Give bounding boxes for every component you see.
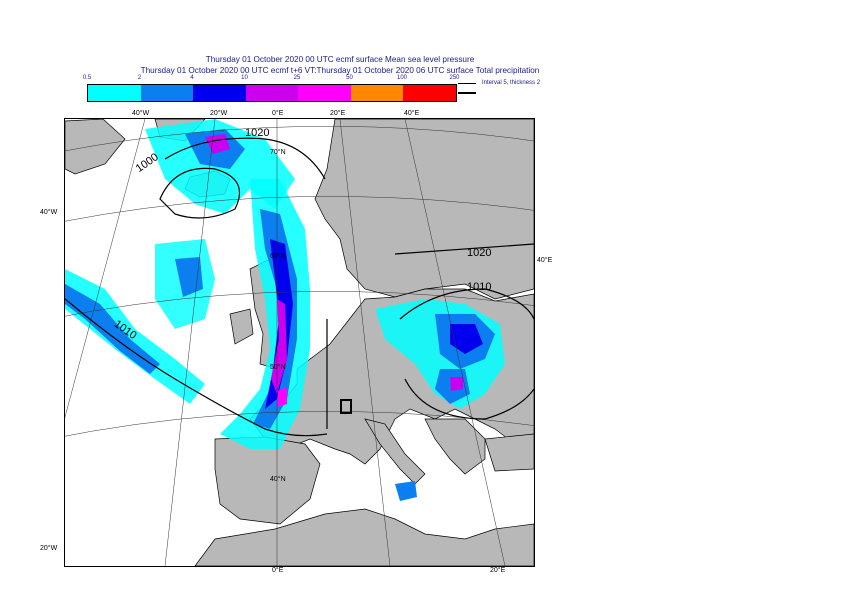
land-turkey: [484, 433, 534, 472]
isobar-label-1020-north: 1020: [245, 127, 270, 139]
isobar-1000: [159, 167, 240, 219]
legend-line-thick: [458, 92, 476, 94]
grid-bottom-20e: 20°E: [490, 567, 506, 574]
precip-atlantic-band-mod: [65, 284, 160, 374]
isobars: [65, 137, 534, 437]
isobar-1010-west: [65, 298, 328, 437]
isobar-1010-east-south: [404, 378, 534, 420]
legend-line-thin: [458, 83, 476, 84]
parallel-50n: [65, 291, 534, 317]
isobar-note: Interval 5, thickness 2: [482, 80, 541, 86]
isobar-1010-east: [399, 288, 534, 320]
legend-swatch: [140, 85, 193, 101]
legend-tick-label: 0.5: [82, 75, 92, 81]
land-italy: [364, 418, 426, 485]
land-north-africa: [194, 508, 534, 566]
grid-right-40e: 40°E: [537, 257, 553, 264]
land-balkans: [424, 418, 486, 475]
meridian-20w: [164, 119, 216, 566]
grid-top-0e: 0°E: [272, 110, 284, 117]
meridian-20e: [339, 119, 391, 566]
legend-swatch: [403, 85, 456, 101]
grid-left-40w: 40°W: [40, 209, 58, 216]
weather-map[interactable]: 1020 1000 1020 1010 1010 70°N 60°N 50°N …: [64, 118, 535, 567]
legend-swatch: [88, 85, 141, 101]
parallel-70n: [65, 126, 534, 152]
map-canvas: [65, 119, 534, 566]
meridian-40w: [65, 119, 146, 418]
land-ireland: [229, 308, 254, 345]
legend-tick-label: 10: [241, 75, 248, 81]
land-scandinavia-russia: [314, 119, 534, 300]
title-line-2: Thursday 01 October 2020 00 UTC ecmf t+6…: [140, 66, 540, 75]
precip-front-very-heavy: [277, 387, 287, 407]
grid-bottom-0e: 0°E: [272, 567, 284, 574]
legend-tick-label: 2: [137, 75, 142, 81]
legend-tick-label: 250: [449, 75, 460, 81]
precip-balkans-heavy: [450, 377, 463, 391]
precip-front-heavy: [271, 299, 287, 394]
precip-central-europe-strong: [450, 324, 483, 354]
graticule: [65, 119, 534, 566]
grid-label-40n: 40°N: [270, 476, 286, 483]
grid-left-20w: 20°W: [40, 545, 58, 552]
precipitation: [65, 119, 505, 501]
isobar-1020-north: [164, 137, 326, 180]
legend-swatch: [350, 85, 403, 101]
land-greenland: [65, 119, 126, 175]
isobar-label-1010-east: 1010: [467, 281, 492, 293]
parallel-60n: [65, 196, 534, 222]
title-line-1: Thursday 01 October 2020 00 UTC ecmf sur…: [205, 55, 475, 64]
legend-swatch: [298, 85, 351, 101]
grid-top-20e: 20°E: [330, 110, 346, 117]
parallel-40n: [65, 411, 534, 437]
grid-label-70n: 70°N: [270, 149, 286, 156]
precip-atlantic-band-light: [65, 269, 205, 404]
grid-top-20w: 20°W: [210, 110, 228, 117]
legend-colorbar: [87, 84, 457, 102]
grid-top-40w: 40°W: [132, 110, 150, 117]
land-iberia: [214, 436, 321, 525]
legend-tick-label: 4: [190, 75, 194, 81]
isobar-1020-east: [394, 243, 534, 255]
region-marker: [340, 399, 352, 414]
meridian-40e: [404, 119, 506, 566]
isobar-label-1020-east: 1020: [467, 247, 492, 259]
legend-tick-label: 50: [346, 75, 353, 81]
grid-label-60n: 60°N: [270, 253, 286, 260]
precip-mediterranean: [395, 481, 417, 501]
legend-tick-label: 25: [293, 75, 301, 81]
grid-label-50n: 50°N: [270, 364, 286, 371]
legend-swatch: [193, 85, 246, 101]
legend-swatch: [245, 85, 298, 101]
grid-top-40e: 40°E: [404, 110, 420, 117]
legend-tick-label: 100: [396, 75, 408, 81]
